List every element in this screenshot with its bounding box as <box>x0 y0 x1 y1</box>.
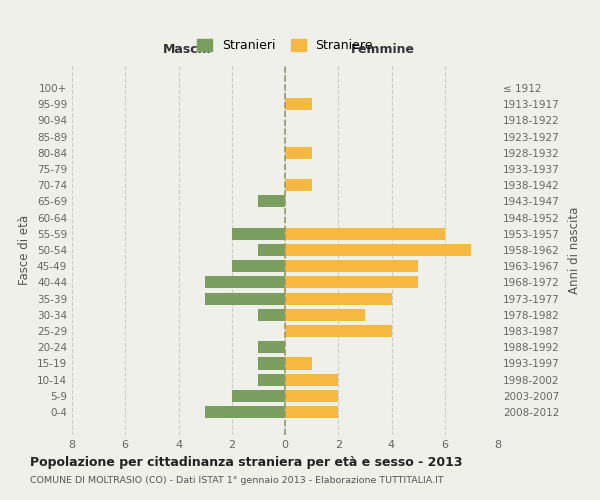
Bar <box>285 228 445 240</box>
Bar <box>285 390 338 402</box>
Text: Popolazione per cittadinanza straniera per età e sesso - 2013: Popolazione per cittadinanza straniera p… <box>30 456 463 469</box>
Bar <box>285 98 311 110</box>
Bar <box>232 228 285 240</box>
Y-axis label: Fasce di età: Fasce di età <box>19 215 31 285</box>
Bar <box>259 244 285 256</box>
Bar <box>259 196 285 207</box>
Bar <box>259 374 285 386</box>
Text: COMUNE DI MOLTRASIO (CO) - Dati ISTAT 1° gennaio 2013 - Elaborazione TUTTITALIA.: COMUNE DI MOLTRASIO (CO) - Dati ISTAT 1°… <box>30 476 443 485</box>
Bar <box>285 358 311 370</box>
Bar <box>259 358 285 370</box>
Bar <box>285 179 311 191</box>
Y-axis label: Anni di nascita: Anni di nascita <box>568 206 581 294</box>
Bar <box>285 406 338 418</box>
Bar <box>232 390 285 402</box>
Bar <box>285 374 338 386</box>
Legend: Stranieri, Straniere: Stranieri, Straniere <box>192 34 378 57</box>
Text: Maschi: Maschi <box>163 43 211 56</box>
Bar <box>232 260 285 272</box>
Bar <box>205 292 285 304</box>
Bar <box>259 341 285 353</box>
Bar <box>285 325 392 337</box>
Bar <box>205 276 285 288</box>
Bar <box>285 292 392 304</box>
Bar <box>285 260 418 272</box>
Text: Femmine: Femmine <box>351 43 415 56</box>
Bar <box>205 406 285 418</box>
Bar <box>285 276 418 288</box>
Bar <box>259 309 285 321</box>
Bar <box>285 244 472 256</box>
Bar <box>285 309 365 321</box>
Bar <box>285 146 311 159</box>
